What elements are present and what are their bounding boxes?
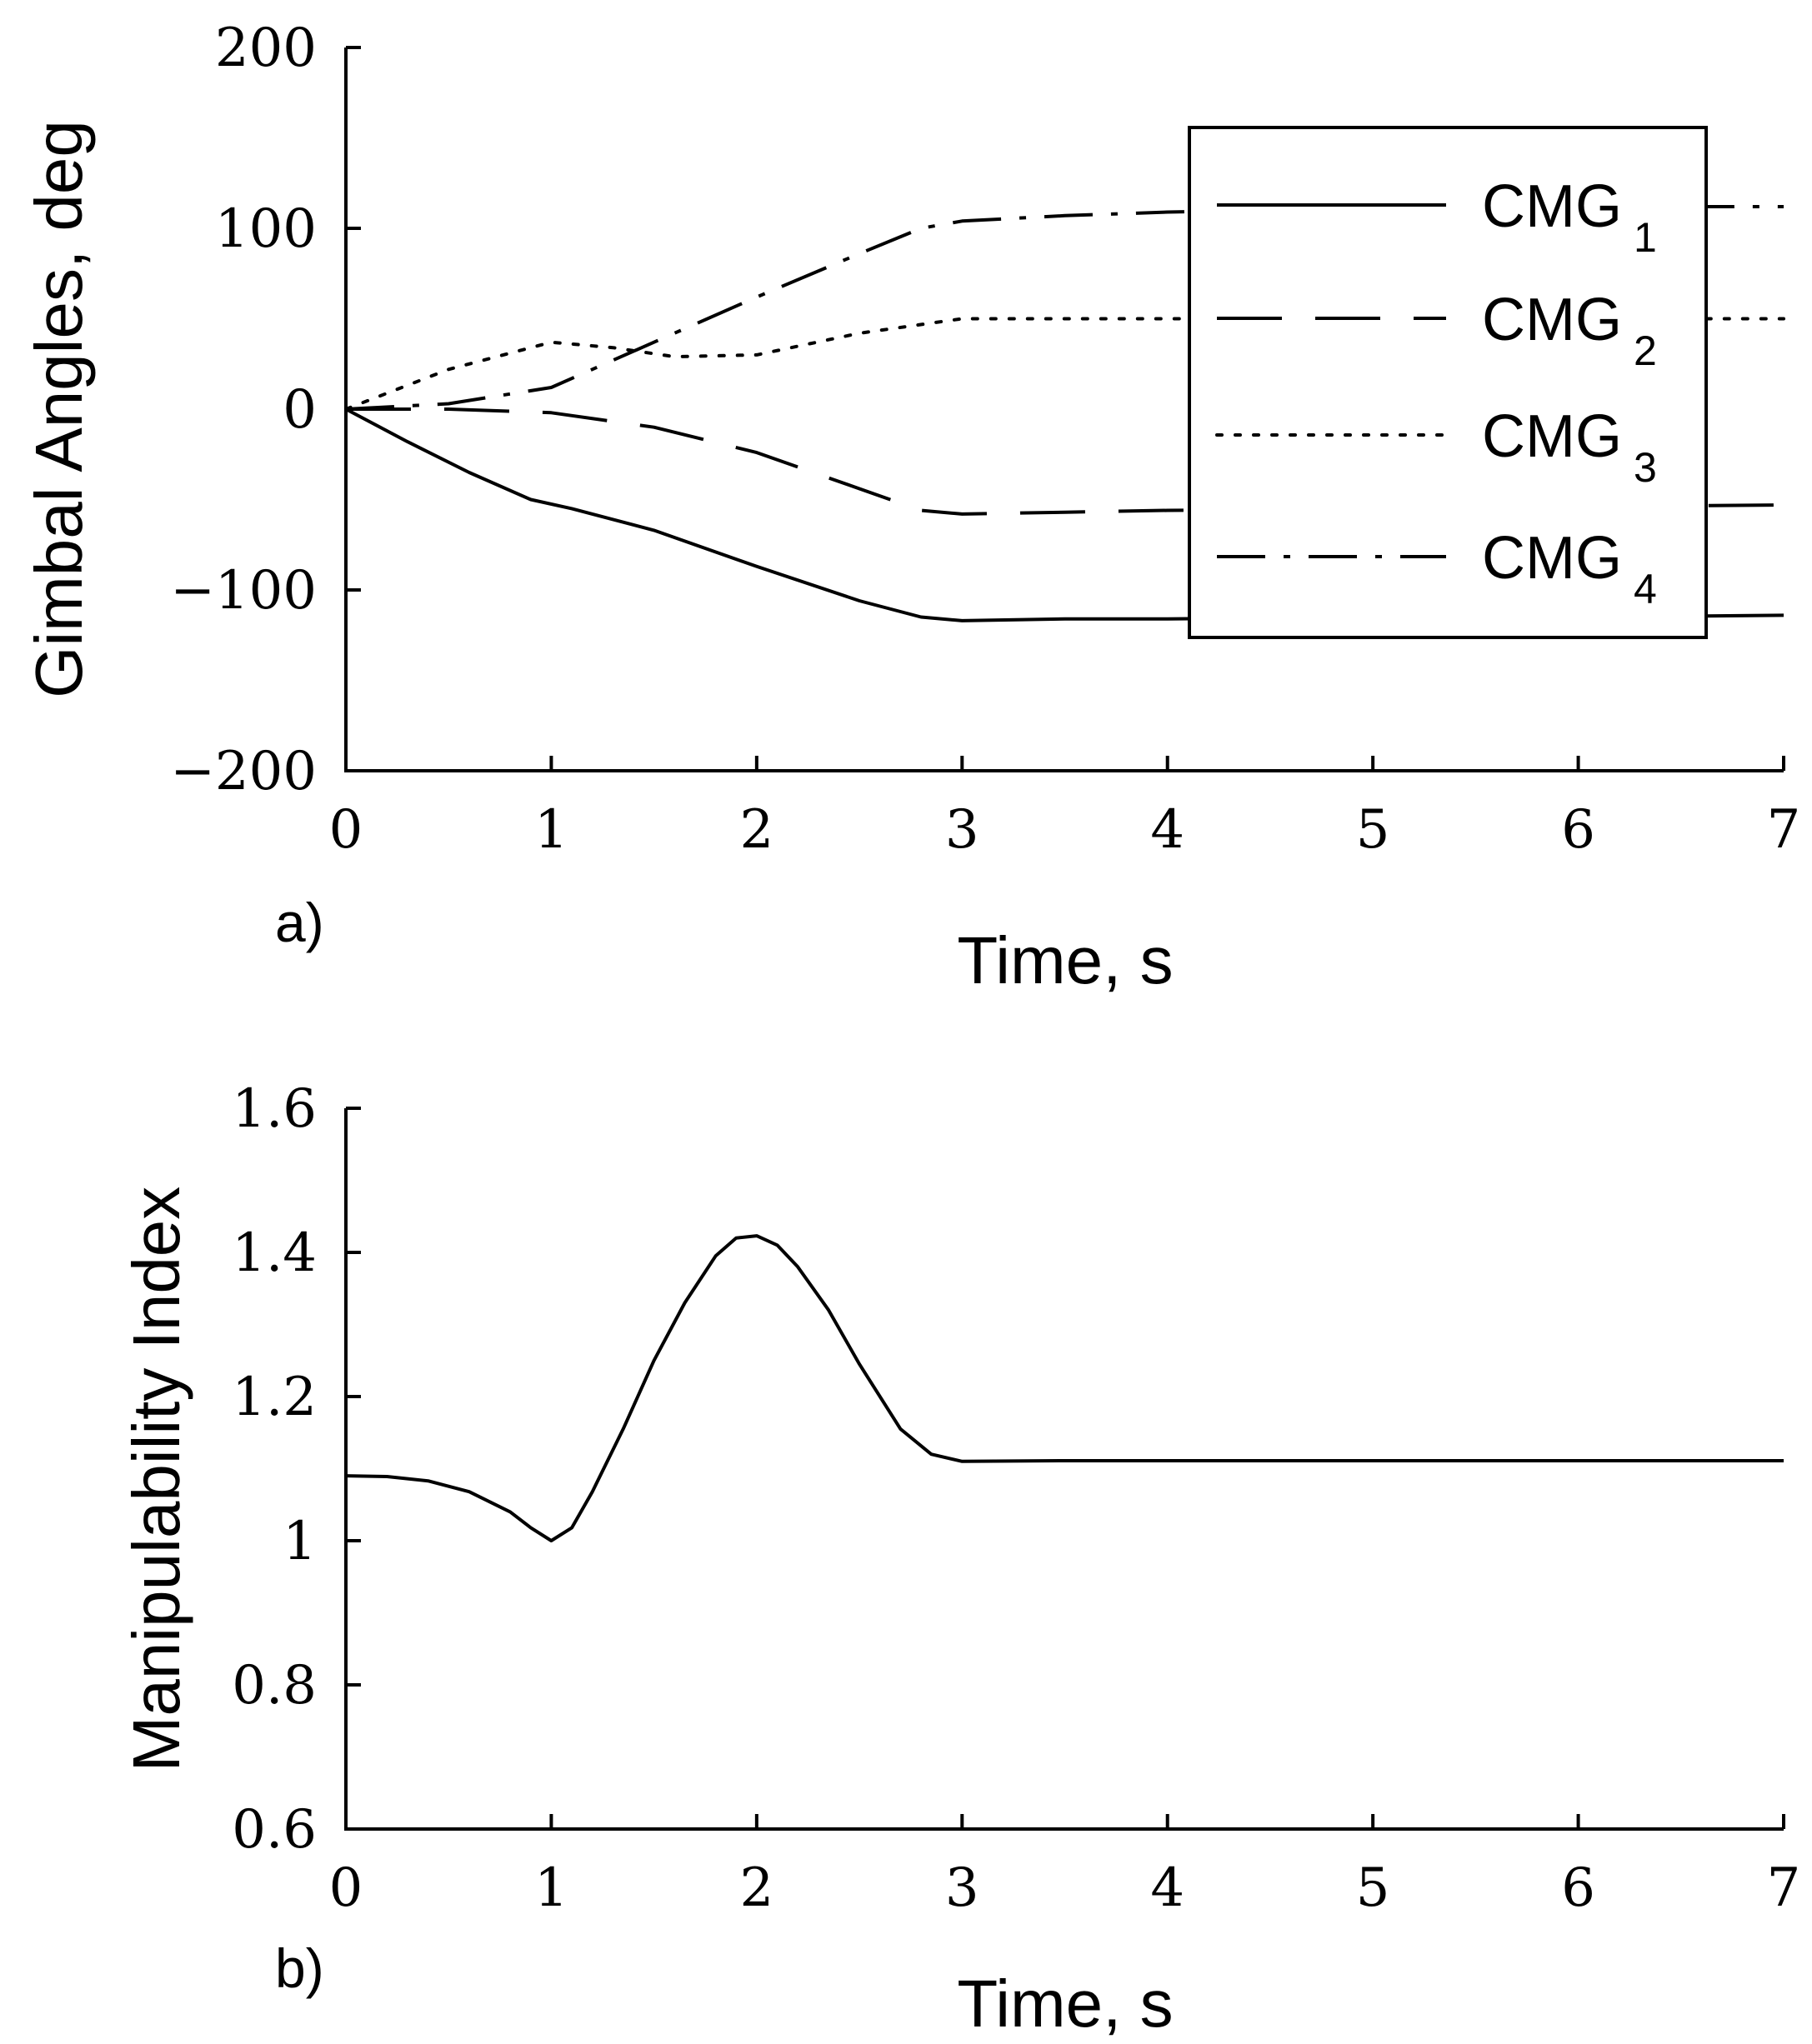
legend-items: CMG 1 CMG 2 CMG 3 CMG 4 [1215,173,1657,612]
panel-a-x-tick-label: 4 [1150,799,1184,861]
panel-a-x-tick-label: 6 [1561,799,1595,861]
panel-a-y-tick-label: 100 [215,198,317,260]
legend-subscript-cmg-1: 1 [1634,214,1657,261]
panel-a-y-ticks: −200 −100 0 100 200 [170,17,361,802]
panel-b-x-tick-label: 4 [1150,1857,1184,1919]
panel-b-y-ticks: 0.6 0.8 1 1.2 1.4 1.6 [232,1078,361,1861]
legend-subscript-cmg-4: 4 [1634,566,1657,612]
legend-label-cmg-3: CMG [1482,403,1622,470]
panel-b-series [345,1234,1784,1542]
panel-a-y-tick-label: −100 [170,560,317,622]
panel-a-y-axis-title: Gimbal Angles, deg [22,120,96,698]
legend-label-cmg-2: CMG [1482,287,1622,353]
panel-b-label: b) [275,1937,324,1999]
legend-label-cmg-4: CMG [1482,525,1622,592]
panel-a-x-tick-label: 5 [1356,799,1390,861]
panel-b-y-tick-label: 0.8 [232,1655,317,1717]
panel-b-x-tick-label: 3 [945,1857,979,1919]
panel-a-y-tick-label: 0 [283,379,317,441]
legend-box [1188,126,1708,639]
panel-a-x-tick-label: 2 [739,799,773,861]
panel-b-y-axis-title: Manipulability Index [119,1187,193,1772]
panel-b-x-axis-title: Time, s [957,1967,1173,2041]
panel-b-y-tick-label: 1.4 [232,1222,317,1284]
panel-b-x-ticks: 0 1 2 3 4 5 6 7 [329,1814,1801,1919]
series-manipulability-index [345,1234,1784,1542]
panel-a-x-tick-label: 0 [329,799,363,861]
panel-a-x-tick-label: 7 [1767,799,1801,861]
panel-a-x-ticks: 0 1 2 3 4 5 6 7 [329,756,1801,861]
panel-b-y-tick-label: 1.6 [232,1078,317,1140]
panel-b-y-tick-label: 0.6 [232,1799,317,1861]
panel-a-y-tick-label: 200 [215,17,317,79]
panel-b-x-tick-label: 1 [534,1857,568,1919]
legend-subscript-cmg-3: 3 [1634,444,1657,491]
panel-b-x-tick-label: 0 [329,1857,363,1919]
legend-subscript-cmg-2: 2 [1634,327,1657,374]
panel-b-manipulability: 0 1 2 3 4 5 6 7 0.6 0.8 1 1.2 1.4 1.6 Manipulability… [119,1078,1800,2041]
panel-b-x-tick-label: 7 [1767,1857,1801,1919]
panel-a-y-tick-label: −200 [170,741,317,802]
panel-a-x-axis-title: Time, s [957,923,1173,997]
panel-a-label: a) [275,892,324,953]
panel-b-y-tick-label: 1 [283,1511,317,1572]
panel-a-x-tick-label: 1 [534,799,568,861]
panel-b-y-tick-label: 1.2 [232,1367,317,1428]
legend-label-cmg-1: CMG [1482,173,1622,240]
panel-a-x-tick-label: 3 [945,799,979,861]
panel-b-x-tick-label: 5 [1356,1857,1390,1919]
panel-b-x-tick-label: 6 [1561,1857,1595,1919]
legend: CMG 1 CMG 2 CMG 3 CMG 4 [1188,126,1708,639]
panel-b-x-tick-label: 2 [739,1857,773,1919]
panel-b-axes-frame [344,1108,1784,1831]
